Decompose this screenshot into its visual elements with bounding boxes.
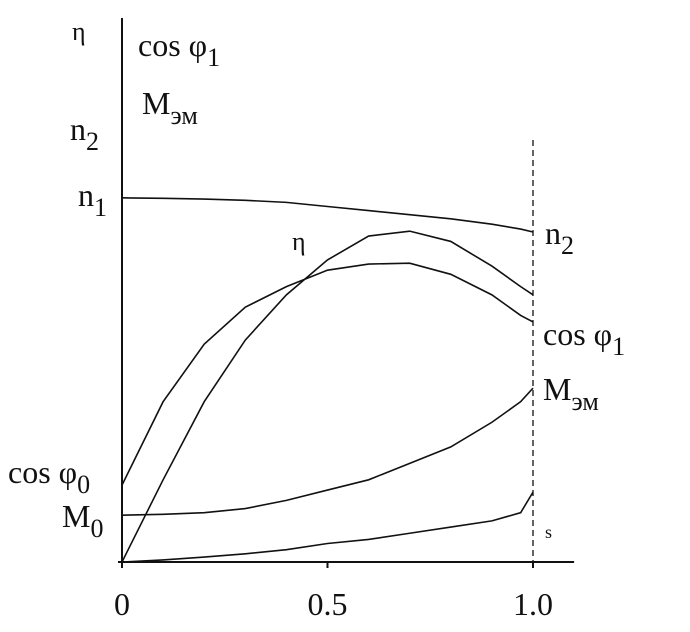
start-label-sub: 1 (94, 193, 107, 222)
curve (121, 197, 534, 233)
curve-label-main: cos φ (543, 316, 612, 352)
curve-label-main: η (292, 227, 306, 256)
axis-label: η (72, 17, 86, 46)
axis-label-sub: 1 (207, 43, 220, 72)
start-label-sub: 0 (90, 514, 103, 543)
start-label-main: M (62, 498, 90, 534)
axis-label-main: M (142, 85, 170, 121)
start-label: n1 (78, 177, 107, 222)
x-tick-label: 0.5 (308, 586, 348, 622)
start-label-sub: 0 (77, 470, 90, 499)
curve-label-sub: эм (571, 387, 598, 416)
x-tick-label: 1.0 (513, 586, 553, 622)
start-label-main: cos φ (8, 454, 77, 490)
curve (121, 230, 534, 563)
curve (121, 491, 534, 563)
curve-label: Mэм (543, 371, 599, 416)
axis-label-main: η (72, 17, 86, 46)
axis-label-sub: эм (170, 101, 197, 130)
axis-label: n2 (70, 111, 99, 156)
curve-label: s (545, 522, 552, 542)
curve-label: cos φ1 (543, 316, 625, 361)
start-label-main: n (78, 177, 94, 213)
curve-label-main: M (543, 371, 571, 407)
curve-label-sub: 2 (561, 231, 574, 260)
axis-label: Mэм (142, 85, 198, 130)
axis-label: cos φ1 (138, 27, 220, 72)
axis-label-main: n (70, 111, 86, 147)
curve-label: n2 (545, 215, 574, 260)
curve-label-main: n (545, 215, 561, 251)
start-label: M0 (62, 498, 103, 543)
curve-label: η (292, 227, 306, 256)
curve-label-main: s (545, 522, 552, 542)
curve (121, 387, 534, 516)
start-label: cos φ0 (8, 454, 90, 499)
curve-label-sub: 1 (612, 332, 625, 361)
curve (121, 262, 534, 486)
axis-label-main: cos φ (138, 27, 207, 63)
x-tick-label: 0 (114, 586, 130, 622)
axis-label-sub: 2 (86, 127, 99, 156)
